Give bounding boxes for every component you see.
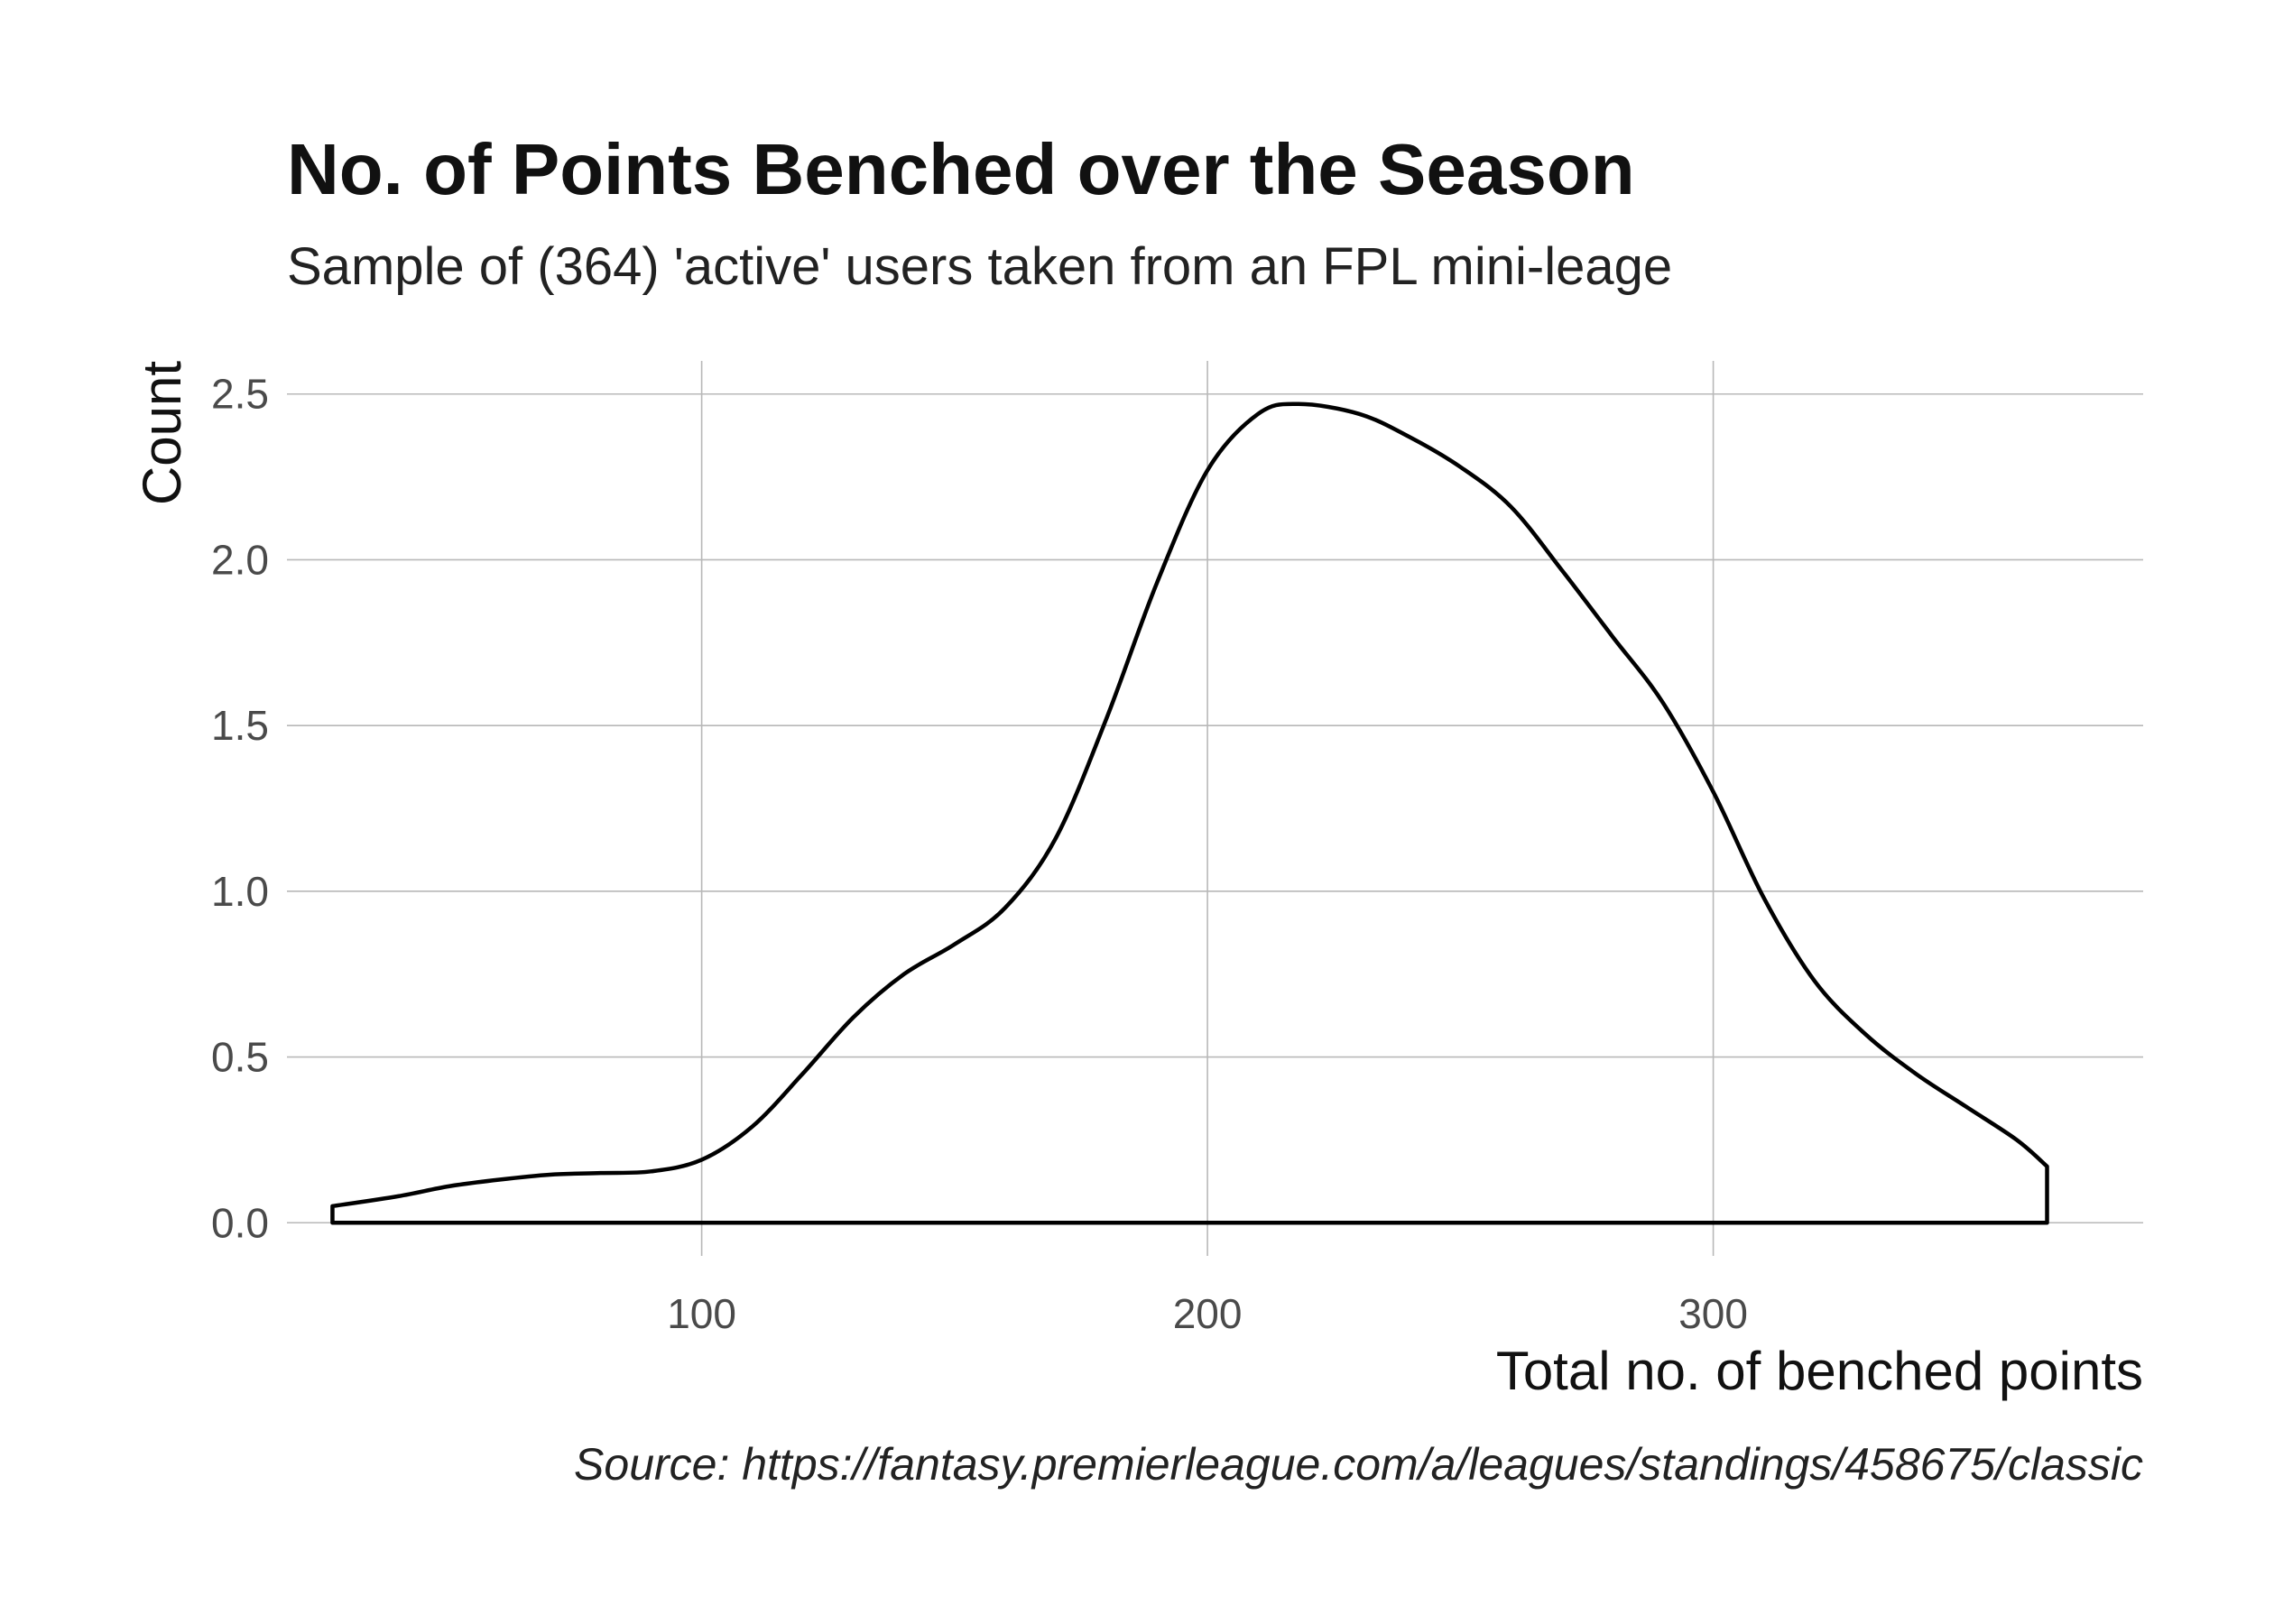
x-tick-label: 100 [667, 1290, 736, 1337]
chart-subtitle: Sample of (364) 'active' users taken fro… [287, 237, 1672, 296]
gridlines [287, 361, 2143, 1256]
axis-ticks: 0.0 0.5 1.0 1.5 2.0 2.5 100 200 300 [211, 371, 1748, 1337]
x-axis-label: Total no. of benched points [1496, 1341, 2143, 1401]
chart-caption: Source: https://fantasy.premierleague.co… [574, 1439, 2143, 1490]
x-tick-label: 300 [1678, 1290, 1748, 1337]
y-axis-label: Count [132, 361, 192, 505]
x-tick-label: 200 [1173, 1290, 1243, 1337]
y-tick-label: 0.5 [211, 1034, 269, 1081]
y-tick-label: 2.5 [211, 371, 269, 418]
y-tick-label: 1.5 [211, 702, 269, 749]
density-curve [330, 401, 2049, 1225]
y-tick-label: 2.0 [211, 536, 269, 583]
chart-title: No. of Points Benched over the Season [287, 129, 1635, 209]
y-tick-label: 1.0 [211, 868, 269, 915]
y-tick-label: 0.0 [211, 1199, 269, 1246]
plot-area [330, 401, 2049, 1225]
